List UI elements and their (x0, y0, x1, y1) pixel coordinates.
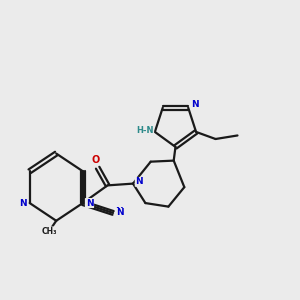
Text: O: O (92, 155, 100, 165)
Text: N: N (85, 199, 93, 208)
Text: N: N (20, 199, 27, 208)
Text: CH₃: CH₃ (41, 227, 57, 236)
Text: N: N (116, 207, 123, 216)
Text: N: N (86, 199, 94, 208)
Text: N: N (191, 100, 198, 109)
Text: H-N: H-N (136, 126, 154, 135)
Text: N: N (116, 208, 124, 217)
Text: N: N (135, 177, 143, 186)
